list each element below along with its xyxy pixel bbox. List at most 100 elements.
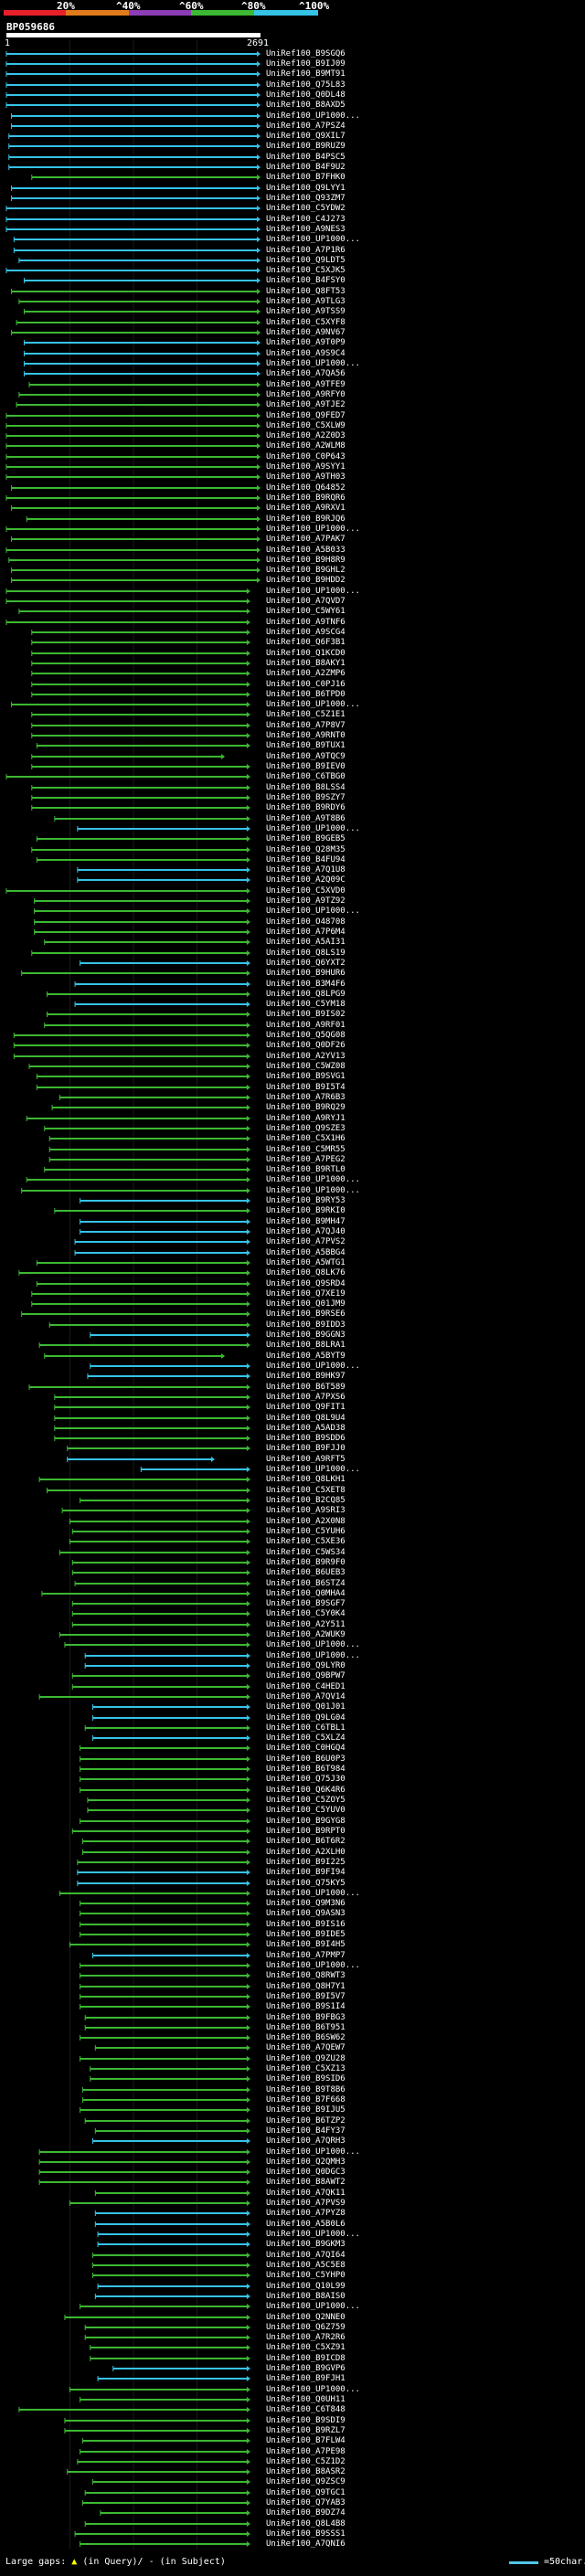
hit-label[interactable]: UniRef100_B9RY53 [266, 1196, 346, 1205]
hit-label[interactable]: UniRef100_C5YHP0 [266, 2271, 346, 2280]
hit-label[interactable]: UniRef100_C5YUV0 [266, 1806, 346, 1815]
hit-label[interactable]: UniRef100_A9TLG3 [266, 297, 346, 306]
hit-label[interactable]: UniRef100_B4PSC5 [266, 153, 346, 162]
hit-label[interactable]: UniRef100_C0HGQ4 [266, 1744, 346, 1753]
hit-label[interactable]: UniRef100_B6UEB3 [266, 1568, 346, 1577]
hit-label[interactable]: UniRef100_C5WZ08 [266, 1062, 346, 1071]
hit-label[interactable]: UniRef100_B7FHK0 [266, 173, 346, 182]
hit-label[interactable]: UniRef100_UP1000... [266, 906, 360, 916]
hit-label[interactable]: UniRef100_B9RTL0 [266, 1165, 346, 1174]
hit-label[interactable]: UniRef100_A2ZMP6 [266, 669, 346, 678]
hit-label[interactable]: UniRef100_B9I4H5 [266, 1940, 346, 1949]
hit-label[interactable]: UniRef100_A7PE98 [266, 2447, 346, 2456]
hit-label[interactable]: UniRef100_A5BBG4 [266, 1248, 346, 1257]
hit-label[interactable]: UniRef100_B9RUZ9 [266, 142, 346, 151]
hit-label[interactable]: UniRef100_B8LRA1 [266, 1341, 346, 1350]
hit-label[interactable]: UniRef100_A9RNT0 [266, 731, 346, 740]
hit-label[interactable]: UniRef100_A9TH03 [266, 472, 346, 482]
hit-label[interactable]: UniRef100_B9RZL7 [266, 2426, 346, 2435]
hit-label[interactable]: UniRef100_Q1KCD0 [266, 649, 346, 658]
hit-label[interactable]: UniRef100_A7PAK7 [266, 535, 346, 544]
hit-label[interactable]: UniRef100_UP1000... [266, 1465, 360, 1474]
hit-label[interactable]: UniRef100_C6TBL1 [266, 1723, 346, 1733]
hit-label[interactable]: UniRef100_Q01J01 [266, 1702, 346, 1712]
hit-label[interactable]: UniRef100_C5XLZ4 [266, 1733, 346, 1743]
hit-label[interactable]: UniRef100_A7P1R6 [266, 246, 346, 255]
hit-label[interactable]: UniRef100_A9TNF6 [266, 618, 346, 627]
hit-label[interactable]: UniRef100_A7Q1U8 [266, 865, 346, 875]
hit-label[interactable]: UniRef100_A2XLH0 [266, 1848, 346, 1857]
hit-label[interactable]: UniRef100_A5BYT9 [266, 1352, 346, 1361]
hit-label[interactable]: UniRef100_A9SYY1 [266, 462, 346, 472]
hit-label[interactable]: UniRef100_B9DZ74 [266, 2508, 346, 2518]
hit-label[interactable]: UniRef100_A9S9C4 [266, 349, 346, 358]
hit-label[interactable]: UniRef100_C5XVD0 [266, 886, 346, 896]
hit-label[interactable]: UniRef100_B9RPT0 [266, 1827, 346, 1836]
hit-label[interactable]: UniRef100_A9RFY0 [266, 390, 346, 399]
hit-label[interactable]: UniRef100_A2Q09C [266, 875, 346, 885]
hit-label[interactable]: UniRef100_UP1000... [266, 2230, 360, 2239]
hit-label[interactable]: UniRef100_A7P8V7 [266, 721, 346, 730]
hit-label[interactable]: UniRef100_Q8H7Y1 [266, 1982, 346, 1991]
hit-label[interactable]: UniRef100_UP1000... [266, 2385, 360, 2394]
hit-label[interactable]: UniRef100_B9MH47 [266, 1217, 346, 1226]
hit-label[interactable]: UniRef100_A7PYZ8 [266, 2209, 346, 2218]
hit-label[interactable]: UniRef100_Q0DF26 [266, 1041, 346, 1050]
hit-label[interactable]: UniRef100_B6U0P3 [266, 1754, 346, 1764]
hit-label[interactable]: UniRef100_B9SGF7 [266, 1599, 346, 1608]
hit-label[interactable]: UniRef100_A5C5E8 [266, 2261, 346, 2270]
hit-label[interactable]: UniRef100_UP1000... [266, 1889, 360, 1898]
hit-label[interactable]: UniRef100_C5XET8 [266, 1486, 346, 1495]
hit-label[interactable]: UniRef100_Q8RWT3 [266, 1971, 346, 1980]
hit-label[interactable]: UniRef100_Q9SRD4 [266, 1279, 346, 1288]
hit-label[interactable]: UniRef100_C5XZ91 [266, 2343, 346, 2352]
hit-label[interactable]: UniRef100_A9SCG4 [266, 628, 346, 637]
hit-label[interactable]: UniRef100_UP1000... [266, 235, 360, 244]
hit-label[interactable]: UniRef100_UP1000... [266, 1186, 360, 1195]
hit-label[interactable]: UniRef100_Q9LYR0 [266, 1661, 346, 1670]
hit-label[interactable]: UniRef100_A7QJ40 [266, 1227, 346, 1236]
hit-label[interactable]: UniRef100_Q8L9U4 [266, 1414, 346, 1423]
hit-label[interactable]: UniRef100_Q0DL48 [266, 90, 346, 100]
hit-label[interactable]: UniRef100_A9TJE2 [266, 400, 346, 409]
hit-label[interactable]: UniRef100_B9RKI0 [266, 1206, 346, 1215]
hit-label[interactable]: UniRef100_Q93ZM7 [266, 194, 346, 203]
hit-label[interactable]: UniRef100_C5YDW2 [266, 204, 346, 213]
hit-label[interactable]: UniRef100_C4J273 [266, 215, 346, 224]
hit-label[interactable]: UniRef100_B9ICD8 [266, 2354, 346, 2363]
hit-label[interactable]: UniRef100_Q6YXT2 [266, 959, 346, 968]
hit-label[interactable]: UniRef100_B9FJH1 [266, 2374, 346, 2383]
hit-label[interactable]: UniRef100_Q6Z759 [266, 2323, 346, 2332]
hit-label[interactable]: UniRef100_Q2QMH3 [266, 2157, 346, 2167]
hit-label[interactable]: UniRef100_Q9M3N6 [266, 1899, 346, 1908]
hit-label[interactable]: UniRef100_A9TFE9 [266, 380, 346, 389]
hit-label[interactable]: UniRef100_B9SZY7 [266, 793, 346, 802]
hit-label[interactable]: UniRef100_B8AWT2 [266, 2178, 346, 2187]
hit-label[interactable]: UniRef100_B9GGN3 [266, 1330, 346, 1340]
hit-label[interactable]: UniRef100_B9HDD2 [266, 576, 346, 585]
hit-label[interactable]: UniRef100_A5B033 [266, 546, 346, 555]
hit-label[interactable]: UniRef100_Q0DGC3 [266, 2168, 346, 2177]
hit-label[interactable]: UniRef100_A9RFT5 [266, 1455, 346, 1464]
hit-label[interactable]: UniRef100_Q10L99 [266, 2282, 346, 2291]
hit-label[interactable]: UniRef100_B9RJQ6 [266, 514, 346, 524]
hit-label[interactable]: UniRef100_B9FI94 [266, 1868, 346, 1877]
hit-label[interactable]: UniRef100_A9T8B6 [266, 814, 346, 823]
hit-label[interactable]: UniRef100_A9TSS9 [266, 307, 346, 316]
hit-label[interactable]: UniRef100_C5XLW9 [266, 421, 346, 430]
hit-label[interactable]: UniRef100_A7P6M4 [266, 928, 346, 937]
hit-label[interactable]: UniRef100_UP1000... [266, 1175, 360, 1184]
hit-label[interactable]: UniRef100_A5WTG1 [266, 1258, 346, 1267]
hit-label[interactable]: UniRef100_B3M4F6 [266, 980, 346, 989]
hit-label[interactable]: UniRef100_B9H8R9 [266, 556, 346, 565]
hit-label[interactable]: UniRef100_Q01JM9 [266, 1299, 346, 1309]
hit-label[interactable]: UniRef100_C5XZ13 [266, 2064, 346, 2073]
hit-label[interactable]: UniRef100_B6TZP2 [266, 2116, 346, 2125]
hit-label[interactable]: UniRef100_C5ZOY5 [266, 1796, 346, 1805]
hit-label[interactable]: UniRef100_B9SVG1 [266, 1072, 346, 1081]
hit-label[interactable]: UniRef100_C5YUH6 [266, 1527, 346, 1536]
hit-label[interactable]: UniRef100_Q9ASN3 [266, 1909, 346, 1918]
hit-label[interactable]: UniRef100_B6TPD0 [266, 690, 346, 699]
hit-label[interactable]: UniRef100_B9T8B6 [266, 2085, 346, 2094]
hit-label[interactable]: UniRef100_Q6K4R6 [266, 1786, 346, 1795]
